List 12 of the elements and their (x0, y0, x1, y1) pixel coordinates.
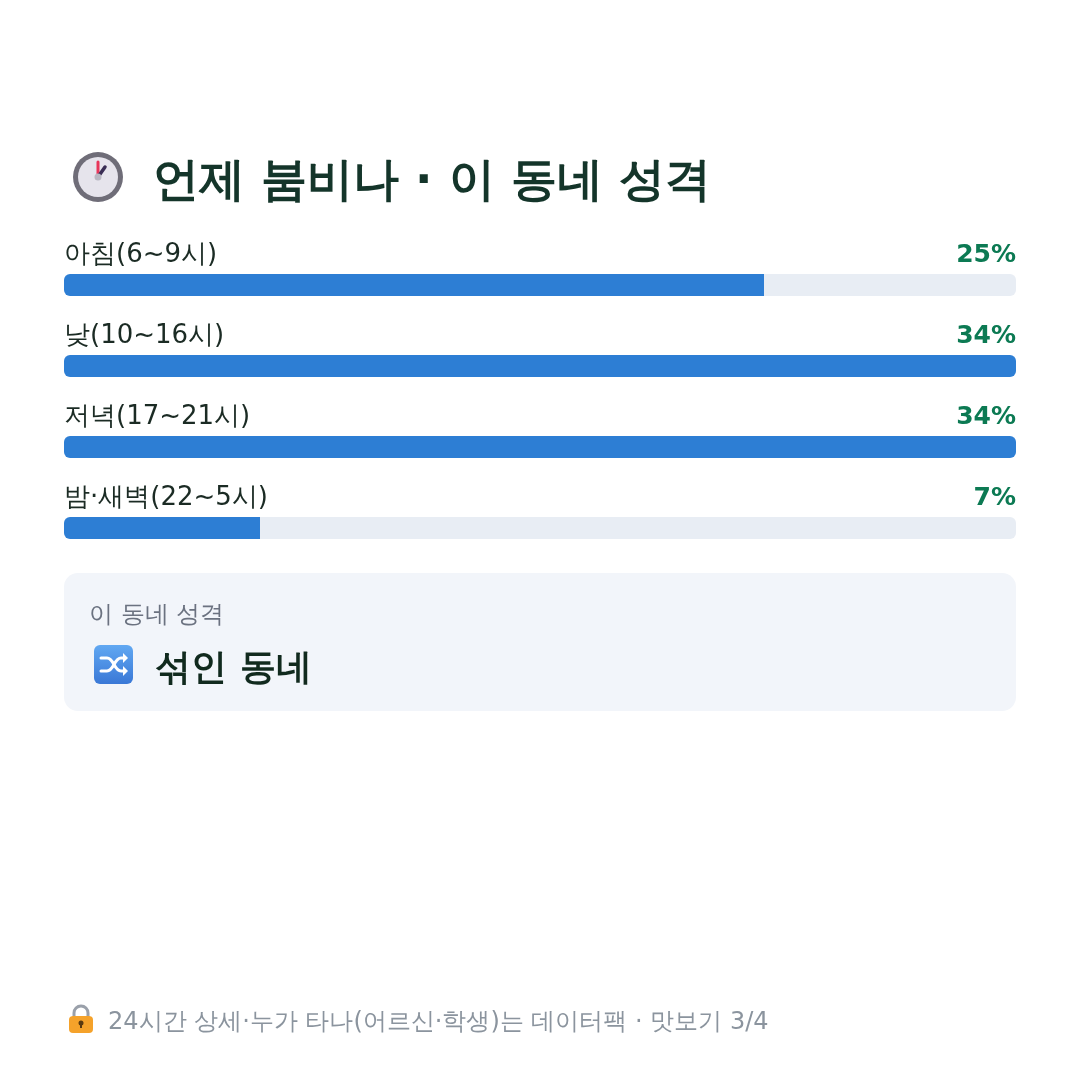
data-label: 7% (973, 482, 1016, 511)
data-label: 34% (956, 320, 1016, 349)
y-tick-label: 아침(6~9시) (64, 238, 218, 268)
data-label: 34% (956, 401, 1016, 430)
chart-title: 언제 붐비나 · 이 동네 성격 (153, 152, 711, 206)
text: 24시간 상세·누가 타나(어르신·학생)는 데이터팩 · 맛보기 3/4 (108, 1007, 769, 1035)
text: 섞인 동네 (155, 646, 312, 687)
data-label: 25% (956, 239, 1016, 268)
y-tick-label: 밤·새벽(22~5시) (64, 481, 268, 511)
y-tick-label: 낮(10~16시) (64, 319, 225, 349)
y-tick-label: 저녁(17~21시) (64, 400, 251, 430)
text: 이 동네 성격 (89, 600, 225, 628)
